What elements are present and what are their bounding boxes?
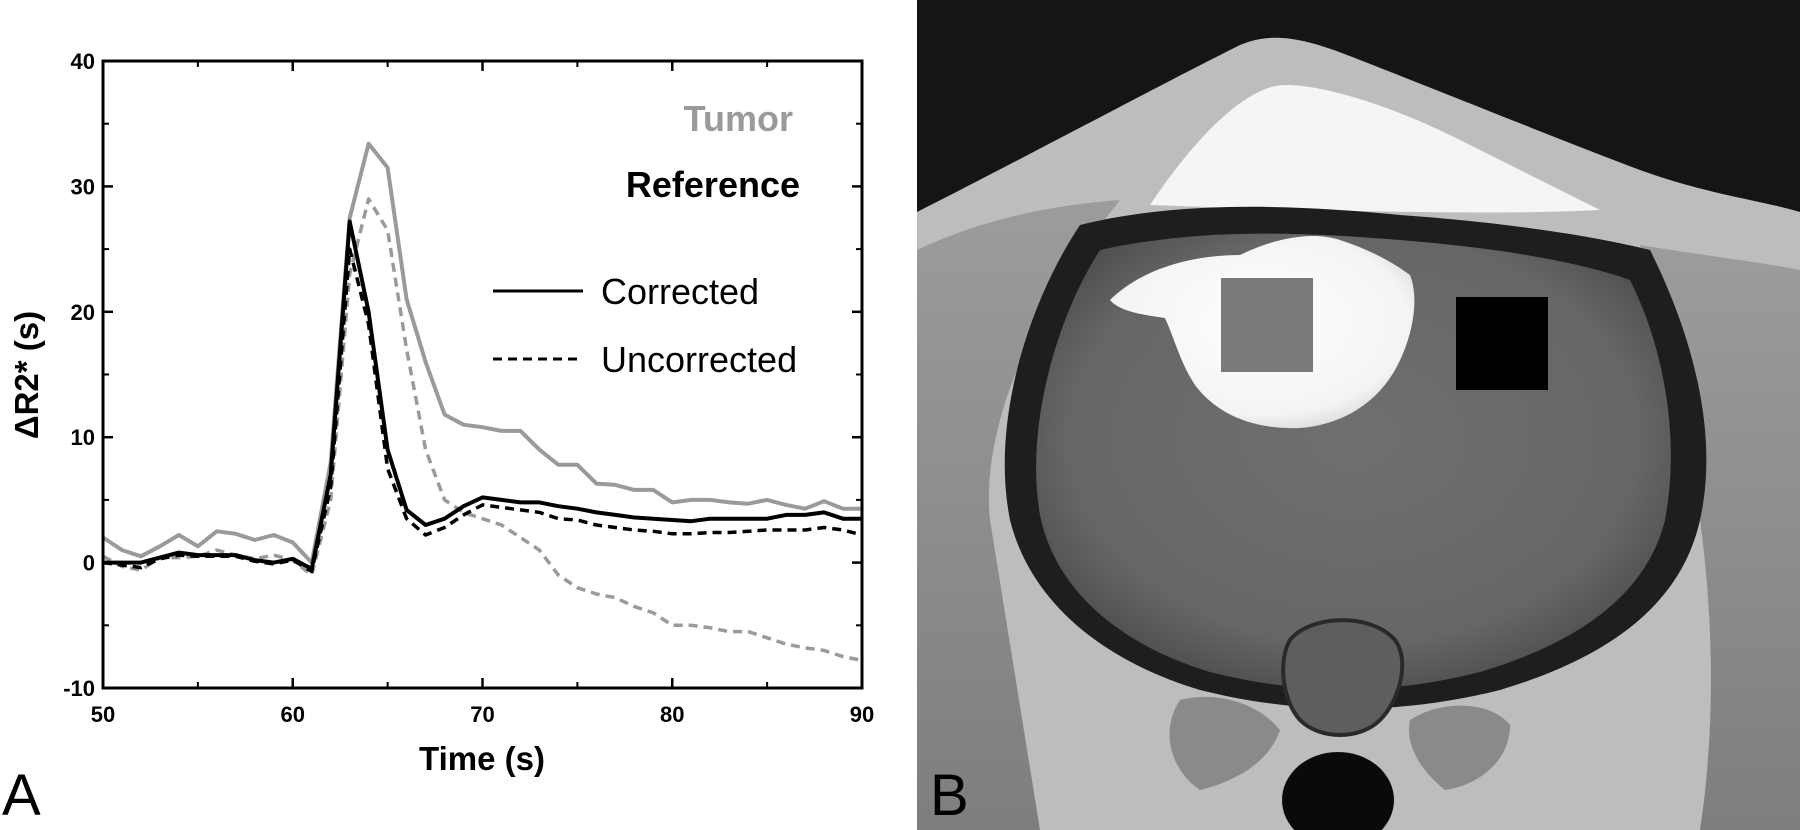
x-axis-title: Time (s) xyxy=(419,740,545,777)
x-tick-label: 80 xyxy=(660,702,684,727)
legend-corrected-label: Corrected xyxy=(601,271,759,312)
roi-reference xyxy=(1456,297,1548,390)
series-line-reference-uncorrected xyxy=(102,247,863,574)
series-line-tumor-uncorrected xyxy=(102,197,863,663)
y-tick-label: 20 xyxy=(71,300,95,325)
y-tick-label: 10 xyxy=(71,425,95,450)
y-tick-label: 30 xyxy=(71,174,95,199)
x-tick-label: 60 xyxy=(281,702,305,727)
series-layer xyxy=(101,141,863,663)
roi-tumor xyxy=(1221,278,1313,372)
x-tick-label: 50 xyxy=(91,702,115,727)
mri-airway xyxy=(1282,752,1394,830)
mri-left-lower-tissue xyxy=(1169,696,1280,790)
x-tick-label: 70 xyxy=(470,702,494,727)
series-line-reference-corrected xyxy=(103,219,862,571)
y-tick-label: 0 xyxy=(83,551,95,576)
delta-r2-chart: 50 60 70 80 90 -10 0 10 20 30 40 Time (s) ΔR2* (s)… xyxy=(8,49,874,777)
legend: Tumor Reference Corrected Uncorrected xyxy=(493,98,800,380)
panel-label-b: B xyxy=(930,763,969,828)
mri-right-lower-tissue xyxy=(1409,705,1510,790)
mri-fat-layer xyxy=(1150,85,1600,213)
y-axis-title: ΔR2* (s) xyxy=(8,311,45,439)
panel-label-a: A xyxy=(2,763,41,828)
legend-tumor: Tumor xyxy=(684,98,793,139)
legend-reference: Reference xyxy=(626,164,800,205)
x-tick-label: 90 xyxy=(850,702,874,727)
mri-lower-structure xyxy=(1281,618,1405,737)
y-tick-label: -10 xyxy=(63,676,95,701)
ticks-layer: 50 60 70 80 90 -10 0 10 20 30 40 xyxy=(63,49,874,727)
series-line-tumor-corrected xyxy=(101,141,862,565)
y-tick-label: 40 xyxy=(71,49,95,74)
legend-uncorrected-label: Uncorrected xyxy=(601,339,797,380)
mri-left-tissue xyxy=(917,200,1120,830)
mri-image xyxy=(917,0,1800,830)
